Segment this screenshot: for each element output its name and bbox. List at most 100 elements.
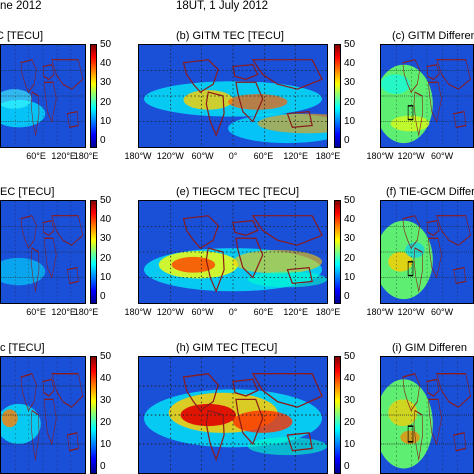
x-tick-label: 120°W (156, 307, 184, 317)
panel-h-title: (h) GIM TEC [TECU] (176, 342, 278, 354)
x-tick-label: 0° (228, 151, 238, 161)
continent-outline (426, 219, 440, 236)
colorbar-tick-label: 30 (344, 395, 356, 406)
continent-outline (51, 373, 84, 408)
x-tick-label: 120°E (51, 307, 76, 317)
continent-outline (286, 432, 313, 452)
panel-e-colorbar (334, 200, 341, 304)
continent-outline (182, 215, 219, 249)
x-tick-label: 180°W (366, 307, 394, 317)
colorbar-tick-label: 50 (100, 39, 112, 50)
panel-b-map (138, 44, 328, 148)
colorbar-tick-label: 20 (100, 252, 112, 264)
x-tick-label: 180°W (124, 151, 152, 161)
continent-outline (426, 378, 440, 397)
continent-outline (286, 267, 313, 285)
continent-outline (51, 59, 84, 90)
x-tick-label: 180°W (366, 151, 394, 161)
x-tick-label: 60°W (191, 151, 214, 161)
colorbar-tick-label: 10 (100, 271, 112, 283)
panel-g-title: c [TECU] (0, 342, 45, 354)
colorbar-tick-label: 50 (100, 195, 112, 206)
x-tick-label: 180°E (73, 307, 99, 317)
colorbar-tick-label: 40 (344, 214, 356, 226)
continent-outline (402, 373, 421, 412)
colorbar-tick-label: 30 (100, 395, 112, 406)
panel-d-colorbar (90, 200, 97, 304)
continent-outline (66, 267, 79, 285)
continent-outline (453, 432, 467, 452)
panel-c-title: (c) GITM Differen (392, 30, 474, 42)
heat-blob (1, 409, 18, 428)
colorbar-tick-label: 30 (344, 77, 356, 89)
x-tick-label: 120°E (51, 151, 76, 161)
colorbar-tick-label: 20 (344, 96, 356, 108)
continent-outline (42, 219, 55, 236)
continent-outline (251, 215, 323, 246)
panel-a-map (0, 44, 86, 148)
panel-e-map (138, 200, 328, 304)
continent-outline (436, 215, 471, 246)
heat-blob (247, 437, 327, 456)
colorbar-tick-label: 40 (100, 214, 112, 226)
continent-outline (402, 215, 421, 249)
panel-i-map (380, 356, 474, 474)
continent-outline (42, 378, 55, 397)
panel-f-map (380, 200, 474, 304)
continent-outline (232, 63, 259, 80)
panel-h-colorbar (334, 356, 341, 474)
continent-outline (182, 373, 219, 412)
colorbar-tick-label: 20 (100, 96, 112, 108)
panel-d-title: EC [TECU] (0, 186, 55, 198)
x-tick-label: 60°E (26, 307, 46, 317)
continent-outline (428, 81, 442, 123)
continent-outline (436, 59, 471, 90)
heat-blob (180, 403, 236, 427)
panel-f-title: (f) TIE-GCM Differ (386, 186, 474, 198)
panel-b-title: (b) GITM TEC [TECU] (176, 30, 284, 42)
x-tick-label: 60°E (253, 307, 274, 317)
x-tick-label: 60°E (26, 151, 46, 161)
colorbar-tick-label: 10 (344, 271, 356, 283)
continent-outline (453, 111, 467, 129)
continent-outline (251, 373, 323, 408)
x-tick-label: 120°W (397, 307, 425, 317)
x-tick-label: 0° (228, 307, 238, 317)
continent-outline (232, 219, 259, 236)
colorbar-tick-label: 40 (100, 373, 112, 384)
heat-blob (388, 399, 418, 427)
colorbar-tick-label: 10 (100, 115, 112, 127)
heat-blob (233, 250, 323, 274)
panel-i-title: (i) GIM Differen (392, 342, 467, 354)
continent-outline (235, 237, 264, 279)
heat-blob (1, 89, 32, 109)
heat-blob (257, 113, 327, 134)
continent-outline (453, 267, 467, 285)
colorbar-tick-label: 50 (100, 351, 112, 362)
x-tick-label: 180°E (73, 151, 99, 161)
x-tick-label: 180°E (315, 307, 341, 317)
heat-blob (388, 252, 413, 272)
heat-blob (247, 271, 327, 288)
continent-outline (235, 398, 264, 446)
x-tick-label: 120°E (283, 307, 308, 317)
heat-blob (228, 94, 288, 110)
colorbar-tick-label: 30 (344, 233, 356, 245)
colorbar-tick-label: 50 (344, 39, 356, 50)
heat-blob (381, 74, 411, 95)
colorbar-tick-label: 50 (344, 195, 356, 206)
x-tick-label: 120°W (397, 151, 425, 161)
heat-blob (233, 410, 293, 433)
continent-outline (44, 398, 57, 446)
panel-c-map (380, 44, 474, 148)
heat-blob (1, 257, 46, 286)
figure-header-center: 18UT, 1 July 2012 (176, 0, 269, 12)
continent-outline (44, 81, 57, 123)
colorbar-tick-label: 0 (344, 291, 350, 302)
panel-a-title: C [TECU] (0, 30, 44, 42)
continent-outline (286, 111, 313, 129)
colorbar-tick-label: 50 (344, 351, 356, 362)
continent-outline (402, 59, 421, 93)
colorbar-tick-label: 30 (100, 77, 112, 89)
colorbar-tick-label: 40 (344, 373, 356, 384)
